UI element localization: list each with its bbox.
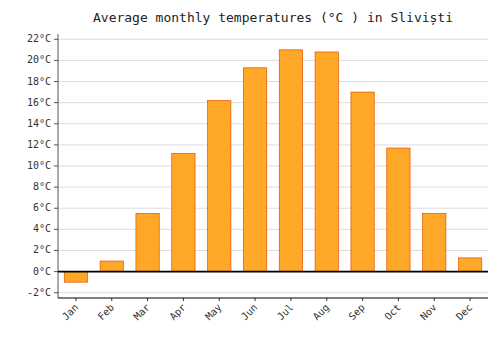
bar — [351, 92, 374, 272]
bar — [387, 148, 410, 272]
x-tick-label: Feb — [96, 302, 117, 323]
y-tick — [54, 229, 58, 230]
x-tick — [111, 298, 112, 301]
grid-line — [58, 144, 488, 145]
y-axis: -2°C 0°C 2°C 4°C 6°C 8°C 10°C 12°C 14°C 16°C 18°C 2… — [27, 33, 58, 298]
grid-line — [58, 166, 488, 167]
x-tick-label: Dec — [454, 302, 475, 323]
grid-line — [58, 187, 488, 188]
grid-line — [58, 102, 488, 103]
y-tick — [54, 292, 58, 293]
chart-container: -2°C 0°C 2°C 4°C 6°C 8°C 10°C 12°C 14°C 16°C 18°C 2… — [0, 0, 500, 350]
y-tick-label: 22°C — [27, 33, 51, 44]
bar — [208, 101, 231, 272]
y-tick-label: 18°C — [27, 76, 51, 87]
y-tick — [54, 123, 58, 124]
bar — [243, 68, 266, 272]
y-tick-label: 4°C — [33, 223, 51, 234]
bar — [458, 258, 481, 272]
x-tick — [75, 298, 76, 301]
x-axis-line — [58, 298, 488, 299]
x-tick — [470, 298, 471, 301]
y-tick-label: 6°C — [33, 202, 51, 213]
y-tick — [54, 187, 58, 188]
x-tick-label: Jul — [275, 302, 296, 323]
x-tick-label: Jun — [239, 302, 260, 323]
y-tick — [54, 208, 58, 209]
y-tick-label: 10°C — [27, 160, 51, 171]
x-tick — [326, 298, 327, 301]
x-tick — [183, 298, 184, 301]
x-tick — [255, 298, 256, 301]
x-tick — [362, 298, 363, 301]
x-tick-label: Mar — [131, 302, 152, 323]
bar — [279, 50, 302, 272]
y-tick-label: 2°C — [33, 244, 51, 255]
grid-line — [58, 81, 488, 82]
y-tick — [54, 271, 58, 272]
x-tick — [398, 298, 399, 301]
bar — [423, 214, 446, 272]
y-tick-label: 8°C — [33, 181, 51, 192]
grid — [58, 39, 488, 292]
zero-line — [58, 271, 488, 273]
x-tick-label: Apr — [167, 302, 188, 323]
y-tick — [54, 102, 58, 103]
bar — [64, 272, 87, 283]
y-axis-line — [58, 34, 59, 298]
y-tick-label: 0°C — [33, 266, 51, 277]
y-tick — [54, 39, 58, 40]
x-tick-label: May — [203, 302, 224, 323]
chart-title: Average monthly temperatures (°C ) in Sl… — [93, 10, 453, 26]
x-tick-label: Aug — [311, 302, 332, 323]
y-tick-label: -2°C — [27, 287, 51, 298]
bar — [100, 261, 123, 272]
x-tick — [290, 298, 291, 301]
grid-line — [58, 39, 488, 40]
y-tick-label: 20°C — [27, 54, 51, 65]
y-tick — [54, 166, 58, 167]
bar — [172, 153, 195, 271]
x-tick-label: Jan — [60, 302, 81, 323]
grid-line — [58, 60, 488, 61]
x-tick — [147, 298, 148, 301]
x-tick-label: Oct — [382, 302, 403, 323]
x-tick — [219, 298, 220, 301]
y-tick — [54, 60, 58, 61]
bars — [64, 50, 481, 282]
chart-svg: -2°C 0°C 2°C 4°C 6°C 8°C 10°C 12°C 14°C 16°C 18°C 2… — [0, 0, 500, 350]
grid-line — [58, 271, 488, 272]
x-axis: Jan Feb Mar Apr May Jun Jul Aug Sep Oct Nov Dec — [58, 298, 488, 322]
y-tick — [54, 144, 58, 145]
y-tick-label: 16°C — [27, 97, 51, 108]
x-tick-label: Sep — [346, 302, 367, 323]
y-tick-label: 12°C — [27, 139, 51, 150]
y-tick — [54, 250, 58, 251]
x-tick — [434, 298, 435, 301]
grid-line — [58, 208, 488, 209]
grid-line — [58, 123, 488, 124]
bar — [315, 52, 338, 272]
x-tick-label: Nov — [418, 302, 439, 323]
grid-line — [58, 292, 488, 293]
y-tick — [54, 81, 58, 82]
y-tick-label: 14°C — [27, 118, 51, 129]
bar — [136, 214, 159, 272]
